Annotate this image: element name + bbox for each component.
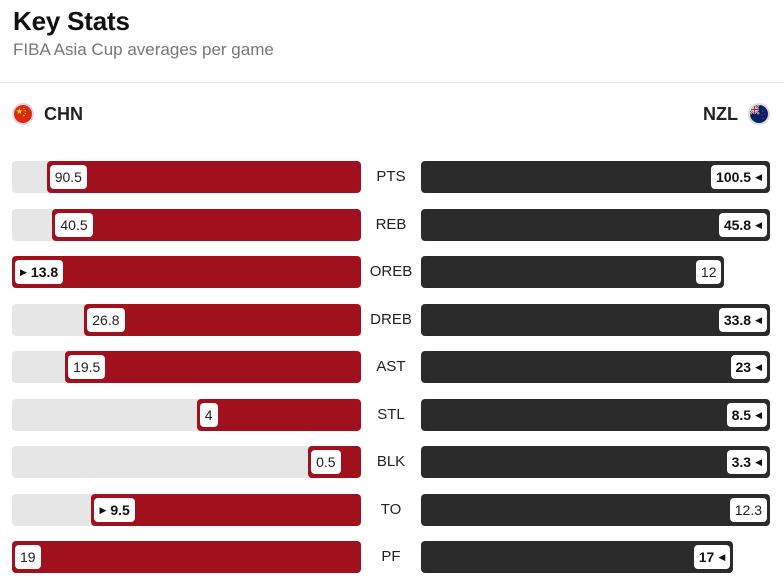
value-text: 12 — [700, 264, 717, 280]
stat-label-pts: PTS — [376, 168, 406, 185]
bar-chn-stl — [196, 399, 361, 431]
value-text: 3.3 — [731, 454, 752, 470]
page-subtitle: FIBA Asia Cup averages per game — [13, 40, 274, 59]
value-label-chn-pf: 19 — [15, 545, 41, 569]
value-text: 90.5 — [54, 169, 82, 185]
bar-track-left: 0.5 — [12, 446, 361, 478]
value-text: 45.8 — [723, 217, 752, 233]
value-text: 26.8 — [92, 312, 120, 328]
bar-nzl-to — [421, 494, 770, 526]
bar-track-left: 40.5 — [12, 209, 361, 241]
bar-chn-ast — [65, 351, 361, 383]
stat-label-reb: REB — [375, 216, 407, 233]
value-text: 19 — [20, 549, 36, 565]
value-text: 12.3 — [734, 502, 762, 518]
bar-track-right: 12 — [421, 256, 770, 288]
bar-track-left: 26.8 — [12, 304, 361, 336]
value-text: 23 — [735, 359, 752, 375]
leader-arrow-icon: ◀ — [755, 172, 762, 182]
value-text: 0.5 — [316, 454, 336, 470]
value-label-chn-pts: 90.5 — [49, 165, 87, 189]
value-text: 100.5 — [716, 169, 752, 185]
value-text: 9.5 — [110, 502, 130, 518]
value-label-chn-oreb: ▶ 13.8 — [15, 260, 64, 284]
bar-track-right: 8.5 ◀ — [421, 399, 770, 431]
stat-label-dreb: DREB — [370, 311, 412, 328]
header: Key Stats FIBA Asia Cup averages per gam… — [0, 0, 784, 83]
bar-chn-to — [91, 494, 361, 526]
page-title: Key Stats — [13, 6, 130, 36]
leader-arrow-icon: ◀ — [755, 315, 762, 325]
bar-track-right: 3.3 ◀ — [421, 446, 770, 478]
leader-arrow-icon: ◀ — [755, 410, 762, 420]
bar-track-right: 33.8 ◀ — [421, 304, 770, 336]
value-text: 13.8 — [30, 264, 59, 280]
value-label-nzl-to: 12.3 — [729, 498, 767, 522]
value-label-nzl-reb: 45.8 ◀ — [718, 213, 767, 237]
value-label-nzl-ast: 23 ◀ — [730, 355, 767, 379]
bar-track-right: 45.8 ◀ — [421, 209, 770, 241]
bar-track-left: ▶ 13.8 — [12, 256, 361, 288]
bar-nzl-oreb — [421, 256, 725, 288]
bar-chn-dreb — [84, 304, 361, 336]
bar-chn-oreb — [12, 256, 361, 288]
stat-label-blk: BLK — [376, 453, 406, 470]
team-right-code: NZL — [703, 103, 738, 124]
bar-track-right: 12.3 — [421, 494, 770, 526]
stat-label-pf: PF — [381, 548, 401, 565]
value-text: 17 — [698, 549, 715, 565]
value-label-nzl-dreb: 33.8 ◀ — [718, 308, 767, 332]
bar-track-left: 4 — [12, 399, 361, 431]
team-right: NZL — [703, 101, 770, 127]
value-label-chn-ast: 19.5 — [68, 355, 106, 379]
leader-arrow-icon: ▶ — [20, 267, 27, 277]
bar-track-left: ▶ 9.5 — [12, 494, 361, 526]
bar-track-right: 17 ◀ — [421, 541, 770, 573]
value-label-nzl-blk: 3.3 ◀ — [726, 450, 767, 474]
bar-track-right: 100.5 ◀ — [421, 161, 770, 193]
value-text: 33.8 — [723, 312, 752, 328]
bar-nzl-stl — [421, 399, 770, 431]
value-label-nzl-pts: 100.5 ◀ — [711, 165, 767, 189]
leader-arrow-icon: ◀ — [718, 552, 726, 562]
value-text: 19.5 — [73, 359, 101, 375]
bar-track-left: 90.5 — [12, 161, 361, 193]
bar-nzl-reb — [421, 209, 770, 241]
bar-nzl-pf — [421, 541, 734, 573]
stat-label-stl: STL — [377, 406, 405, 423]
value-label-chn-dreb: 26.8 — [87, 308, 125, 332]
value-label-chn-to: ▶ 9.5 — [94, 498, 135, 522]
value-label-chn-reb: 40.5 — [55, 213, 93, 237]
team-left: CHN — [12, 101, 83, 127]
stat-label-to: TO — [380, 501, 402, 518]
bar-chn-pf — [12, 541, 361, 573]
bar-track-right: 23 ◀ — [421, 351, 770, 383]
bar-nzl-dreb — [421, 304, 770, 336]
bar-track-left: 19.5 — [12, 351, 361, 383]
bar-nzl-ast — [421, 351, 770, 383]
value-label-chn-blk: 0.5 — [311, 450, 341, 474]
value-label-nzl-oreb: 12 — [695, 260, 722, 284]
new-zealand-flag-icon — [748, 103, 770, 125]
value-label-nzl-stl: 8.5 ◀ — [726, 403, 767, 427]
bar-track-left: 19 — [12, 541, 361, 573]
team-left-code: CHN — [44, 103, 83, 124]
stat-label-oreb: OREB — [369, 263, 413, 280]
bar-nzl-blk — [421, 446, 770, 478]
value-text: 40.5 — [60, 217, 88, 233]
value-text: 4 — [204, 407, 213, 423]
value-label-chn-stl: 4 — [199, 403, 218, 427]
bar-chn-reb — [52, 209, 361, 241]
stat-label-ast: AST — [376, 358, 406, 375]
value-label-nzl-pf: 17 ◀ — [693, 545, 731, 569]
leader-arrow-icon: ◀ — [755, 220, 762, 230]
value-text: 8.5 — [731, 407, 752, 423]
leader-arrow-icon: ◀ — [755, 457, 762, 467]
china-flag-icon — [12, 103, 34, 125]
leader-arrow-icon: ▶ — [99, 505, 107, 515]
leader-arrow-icon: ◀ — [755, 362, 762, 372]
bar-chn-pts — [46, 161, 361, 193]
